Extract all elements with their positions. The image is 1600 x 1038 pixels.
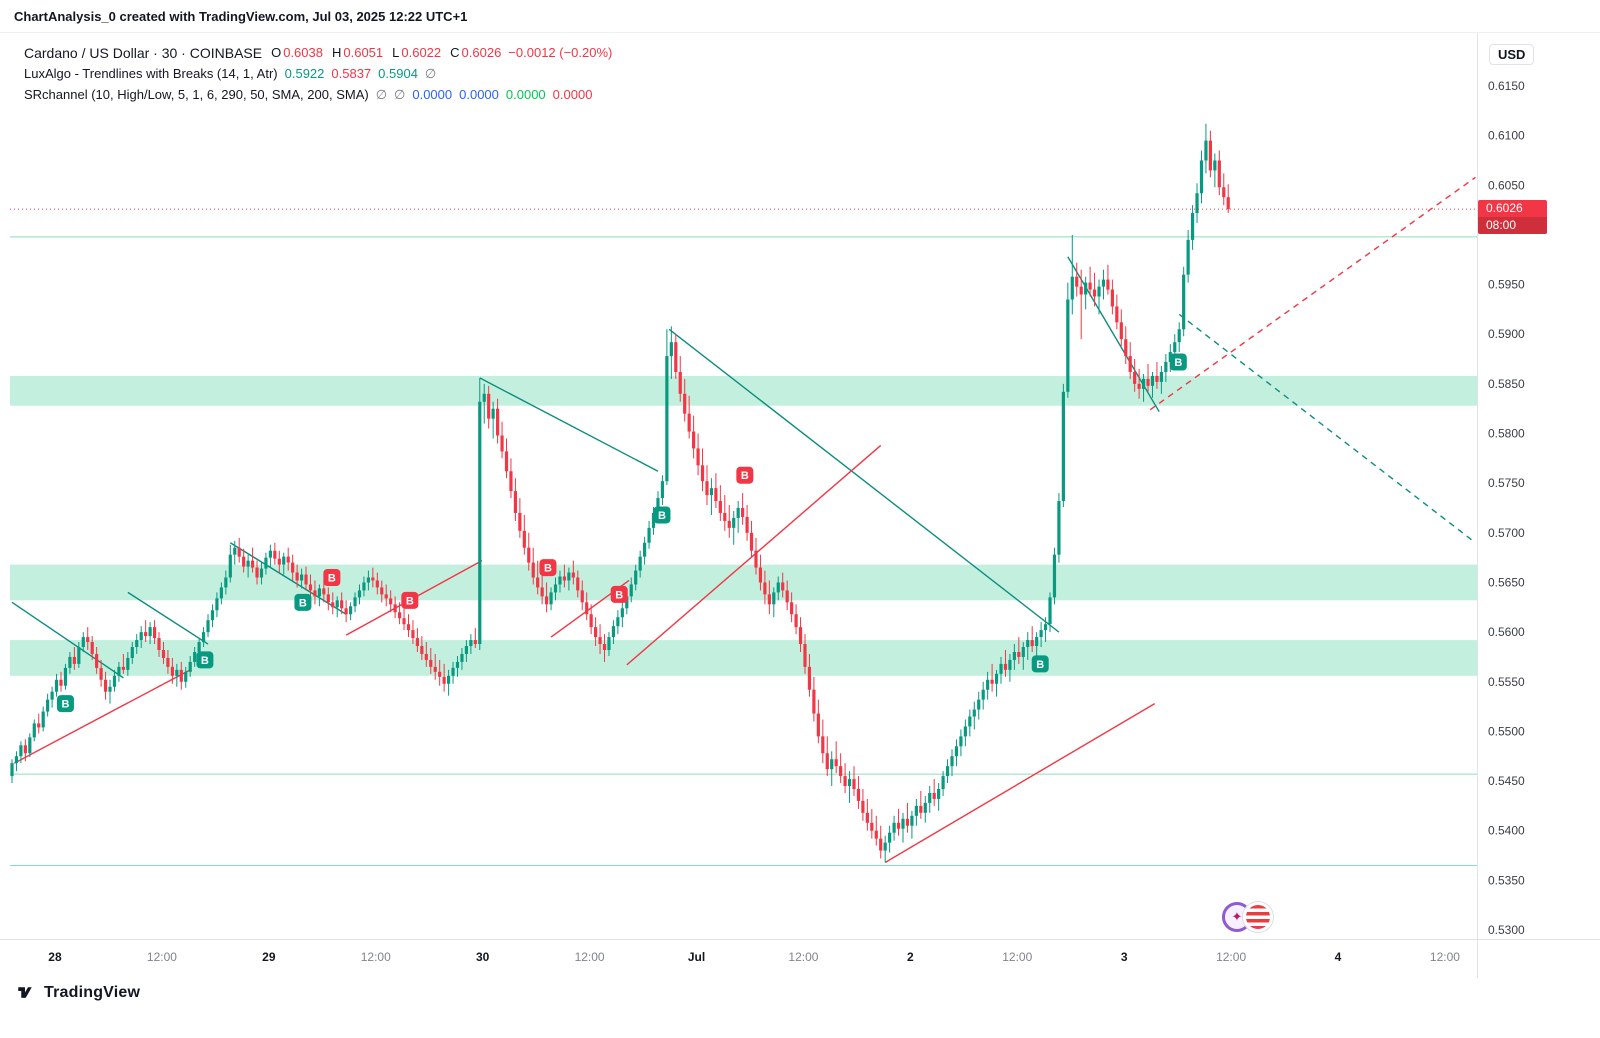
high-value: 0.6051 (343, 45, 384, 60)
svg-text:B: B (1036, 659, 1044, 671)
svg-text:0.5300: 0.5300 (1488, 923, 1525, 937)
svg-text:0.6100: 0.6100 (1488, 129, 1525, 143)
srchannel-empty-1: ∅ (375, 86, 388, 102)
srchannel-value-1: 0.0000 (412, 87, 453, 102)
luxalgo-empty-value: ∅ (424, 65, 437, 81)
sr-level-lines-layer (10, 236, 1477, 866)
svg-text:30: 30 (476, 950, 490, 964)
svg-text:B: B (328, 573, 336, 585)
legend: Cardano / US Dollar · 30 · COINBASE O 0.6… (24, 42, 612, 105)
svg-text:0.5400: 0.5400 (1488, 824, 1525, 838)
svg-text:0.5700: 0.5700 (1488, 526, 1525, 540)
candles-layer (10, 123, 1230, 863)
svg-text:12:00: 12:00 (1002, 950, 1032, 964)
svg-text:28: 28 (48, 950, 62, 964)
low-label: L (392, 45, 400, 60)
session-flag-icons (1222, 902, 1273, 932)
svg-text:0.5750: 0.5750 (1488, 476, 1525, 490)
svg-text:B: B (741, 470, 749, 482)
svg-text:12:00: 12:00 (1216, 950, 1246, 964)
price-axis[interactable]: 0.6150 0.6100 0.6050 0.5950 0.5900 0.5850 0.58… (1488, 79, 1525, 937)
tradingview-brand-text: TradingView (44, 983, 141, 1001)
svg-text:0.5900: 0.5900 (1488, 327, 1525, 341)
svg-text:0.5450: 0.5450 (1488, 774, 1525, 788)
tradingview-attribution-link[interactable]: TradingView (16, 982, 140, 1003)
luxalgo-value-mid: 0.5904 (378, 66, 418, 81)
close-value: 0.6026 (461, 45, 502, 60)
svg-text:B: B (1174, 357, 1182, 369)
current-price-badge: 0.6026 08:00 (1478, 200, 1547, 235)
svg-text:0.6150: 0.6150 (1488, 79, 1525, 93)
srchannel-title: SRchannel (10, High/Low, 5, 1, 6, 290, 5… (24, 87, 369, 102)
trendlines-layer (11, 176, 1476, 864)
luxalgo-value-lower: 0.5837 (331, 66, 372, 81)
time-axis[interactable]: 28 12:00 29 12:00 30 12:00 Jul 12:00 2 12:00 3 12:0… (48, 950, 1460, 964)
open-value: 0.6038 (283, 45, 323, 60)
legend-symbol-row[interactable]: Cardano / US Dollar · 30 · COINBASE O 0.6… (24, 42, 612, 63)
srchannel-value-3: 0.0000 (505, 87, 546, 102)
svg-text:0.6050: 0.6050 (1488, 178, 1525, 192)
svg-text:0.5350: 0.5350 (1488, 873, 1525, 887)
svg-text:B: B (61, 699, 69, 711)
attribution-bar: ChartAnalysis_0 created with TradingView… (0, 0, 1600, 33)
svg-text:Jul: Jul (688, 950, 705, 964)
badge-bar-countdown: 08:00 (1478, 217, 1547, 235)
svg-text:12:00: 12:00 (788, 950, 818, 964)
svg-text:B: B (201, 655, 209, 667)
svg-text:0.5950: 0.5950 (1488, 278, 1525, 292)
currency-toggle-usd[interactable]: USD (1489, 44, 1535, 65)
svg-text:0.5500: 0.5500 (1488, 724, 1525, 738)
srchannel-empty-2: ∅ (394, 86, 406, 102)
change-value: −0.0012 (−0.20%) (508, 45, 613, 60)
svg-text:0.5650: 0.5650 (1488, 575, 1525, 589)
svg-text:0.5850: 0.5850 (1488, 377, 1525, 391)
svg-text:12:00: 12:00 (147, 950, 177, 964)
break-markers-layer: B B B B B B B B B B B (56, 353, 1187, 713)
sr-zones-layer (10, 375, 1477, 676)
svg-text:12:00: 12:00 (1430, 950, 1460, 964)
plot-area[interactable]: B B B B B B B B B B B (10, 123, 1477, 866)
srchannel-value-4: 0.0000 (552, 87, 593, 102)
svg-text:0.5550: 0.5550 (1488, 675, 1525, 689)
svg-text:B: B (299, 597, 307, 609)
luxalgo-value-upper: 0.5922 (284, 66, 325, 81)
svg-text:0.5800: 0.5800 (1488, 427, 1525, 441)
close-label: C (450, 45, 460, 60)
svg-text:3: 3 (1121, 950, 1128, 964)
svg-text:B: B (615, 589, 623, 601)
attribution-text: ChartAnalysis_0 created with TradingView… (14, 8, 468, 24)
symbol-title: Cardano / US Dollar · 30 · COINBASE (24, 44, 263, 61)
tradingview-logo-icon (18, 987, 32, 998)
high-label: H (331, 45, 342, 60)
badge-price-value: 0.6026 (1486, 201, 1523, 216)
svg-text:0.5600: 0.5600 (1488, 625, 1525, 639)
svg-text:B: B (544, 563, 552, 575)
svg-text:2: 2 (907, 950, 914, 964)
open-label: O (271, 45, 282, 60)
svg-text:B: B (658, 510, 666, 522)
svg-text:29: 29 (262, 950, 276, 964)
low-value: 0.6022 (401, 45, 442, 60)
srchannel-value-2: 0.0000 (459, 87, 499, 102)
svg-text:B: B (406, 595, 414, 607)
legend-srchannel-row[interactable]: SRchannel (10, High/Low, 5, 1, 6, 290, 5… (24, 84, 612, 105)
luxalgo-title: LuxAlgo - Trendlines with Breaks (14, 1,… (24, 66, 278, 81)
svg-text:12:00: 12:00 (575, 950, 605, 964)
us-flag-icon[interactable] (1243, 902, 1273, 932)
svg-text:4: 4 (1335, 950, 1342, 964)
svg-text:12:00: 12:00 (361, 950, 391, 964)
legend-luxalgo-row[interactable]: LuxAlgo - Trendlines with Breaks (14, 1,… (24, 63, 612, 84)
